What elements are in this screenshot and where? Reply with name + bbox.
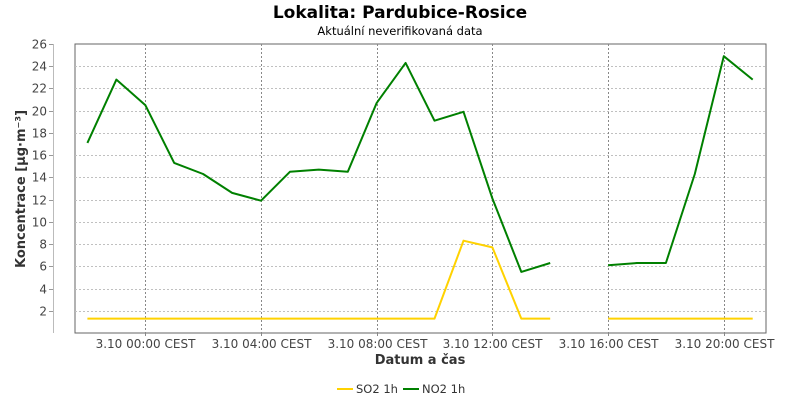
legend-label: NO2 1h (422, 382, 465, 396)
y-tick-label: 8 (39, 238, 47, 252)
y-tick-label: 12 (32, 194, 47, 208)
y-tick-label: 18 (32, 127, 47, 141)
y-tick-label: 24 (32, 60, 47, 74)
y-tick-label: 4 (39, 283, 47, 297)
y-tick-label: 26 (32, 38, 47, 52)
y-tick-label: 16 (32, 149, 47, 163)
x-tick-label: 3.10 04:00 CEST (212, 337, 313, 351)
legend: SO2 1h NO2 1h (337, 382, 465, 396)
x-tick-label: 3.10 00:00 CEST (96, 337, 197, 351)
y-tick-label: 14 (32, 171, 47, 185)
y-tick-label: 2 (39, 305, 47, 319)
legend-label: SO2 1h (356, 382, 398, 396)
y-tick-label: 22 (32, 82, 47, 96)
x-tick-label: 3.10 16:00 CEST (559, 337, 660, 351)
x-axis-label: Datum a čas (375, 353, 466, 368)
y-tick-label: 10 (32, 216, 47, 230)
x-tick-label: 3.10 20:00 CEST (675, 337, 776, 351)
chart-subtitle: Aktuální neverifikovaná data (317, 24, 482, 38)
x-tick-label: 3.10 12:00 CEST (443, 337, 544, 351)
x-tick-label: 3.10 08:00 CEST (328, 337, 429, 351)
chart-title: Lokalita: Pardubice-Rosice (273, 3, 527, 23)
y-tick-label: 20 (32, 105, 47, 119)
y-axis-label: Koncentrace [µg·m⁻³] (14, 110, 29, 268)
y-tick-label: 6 (39, 260, 47, 274)
